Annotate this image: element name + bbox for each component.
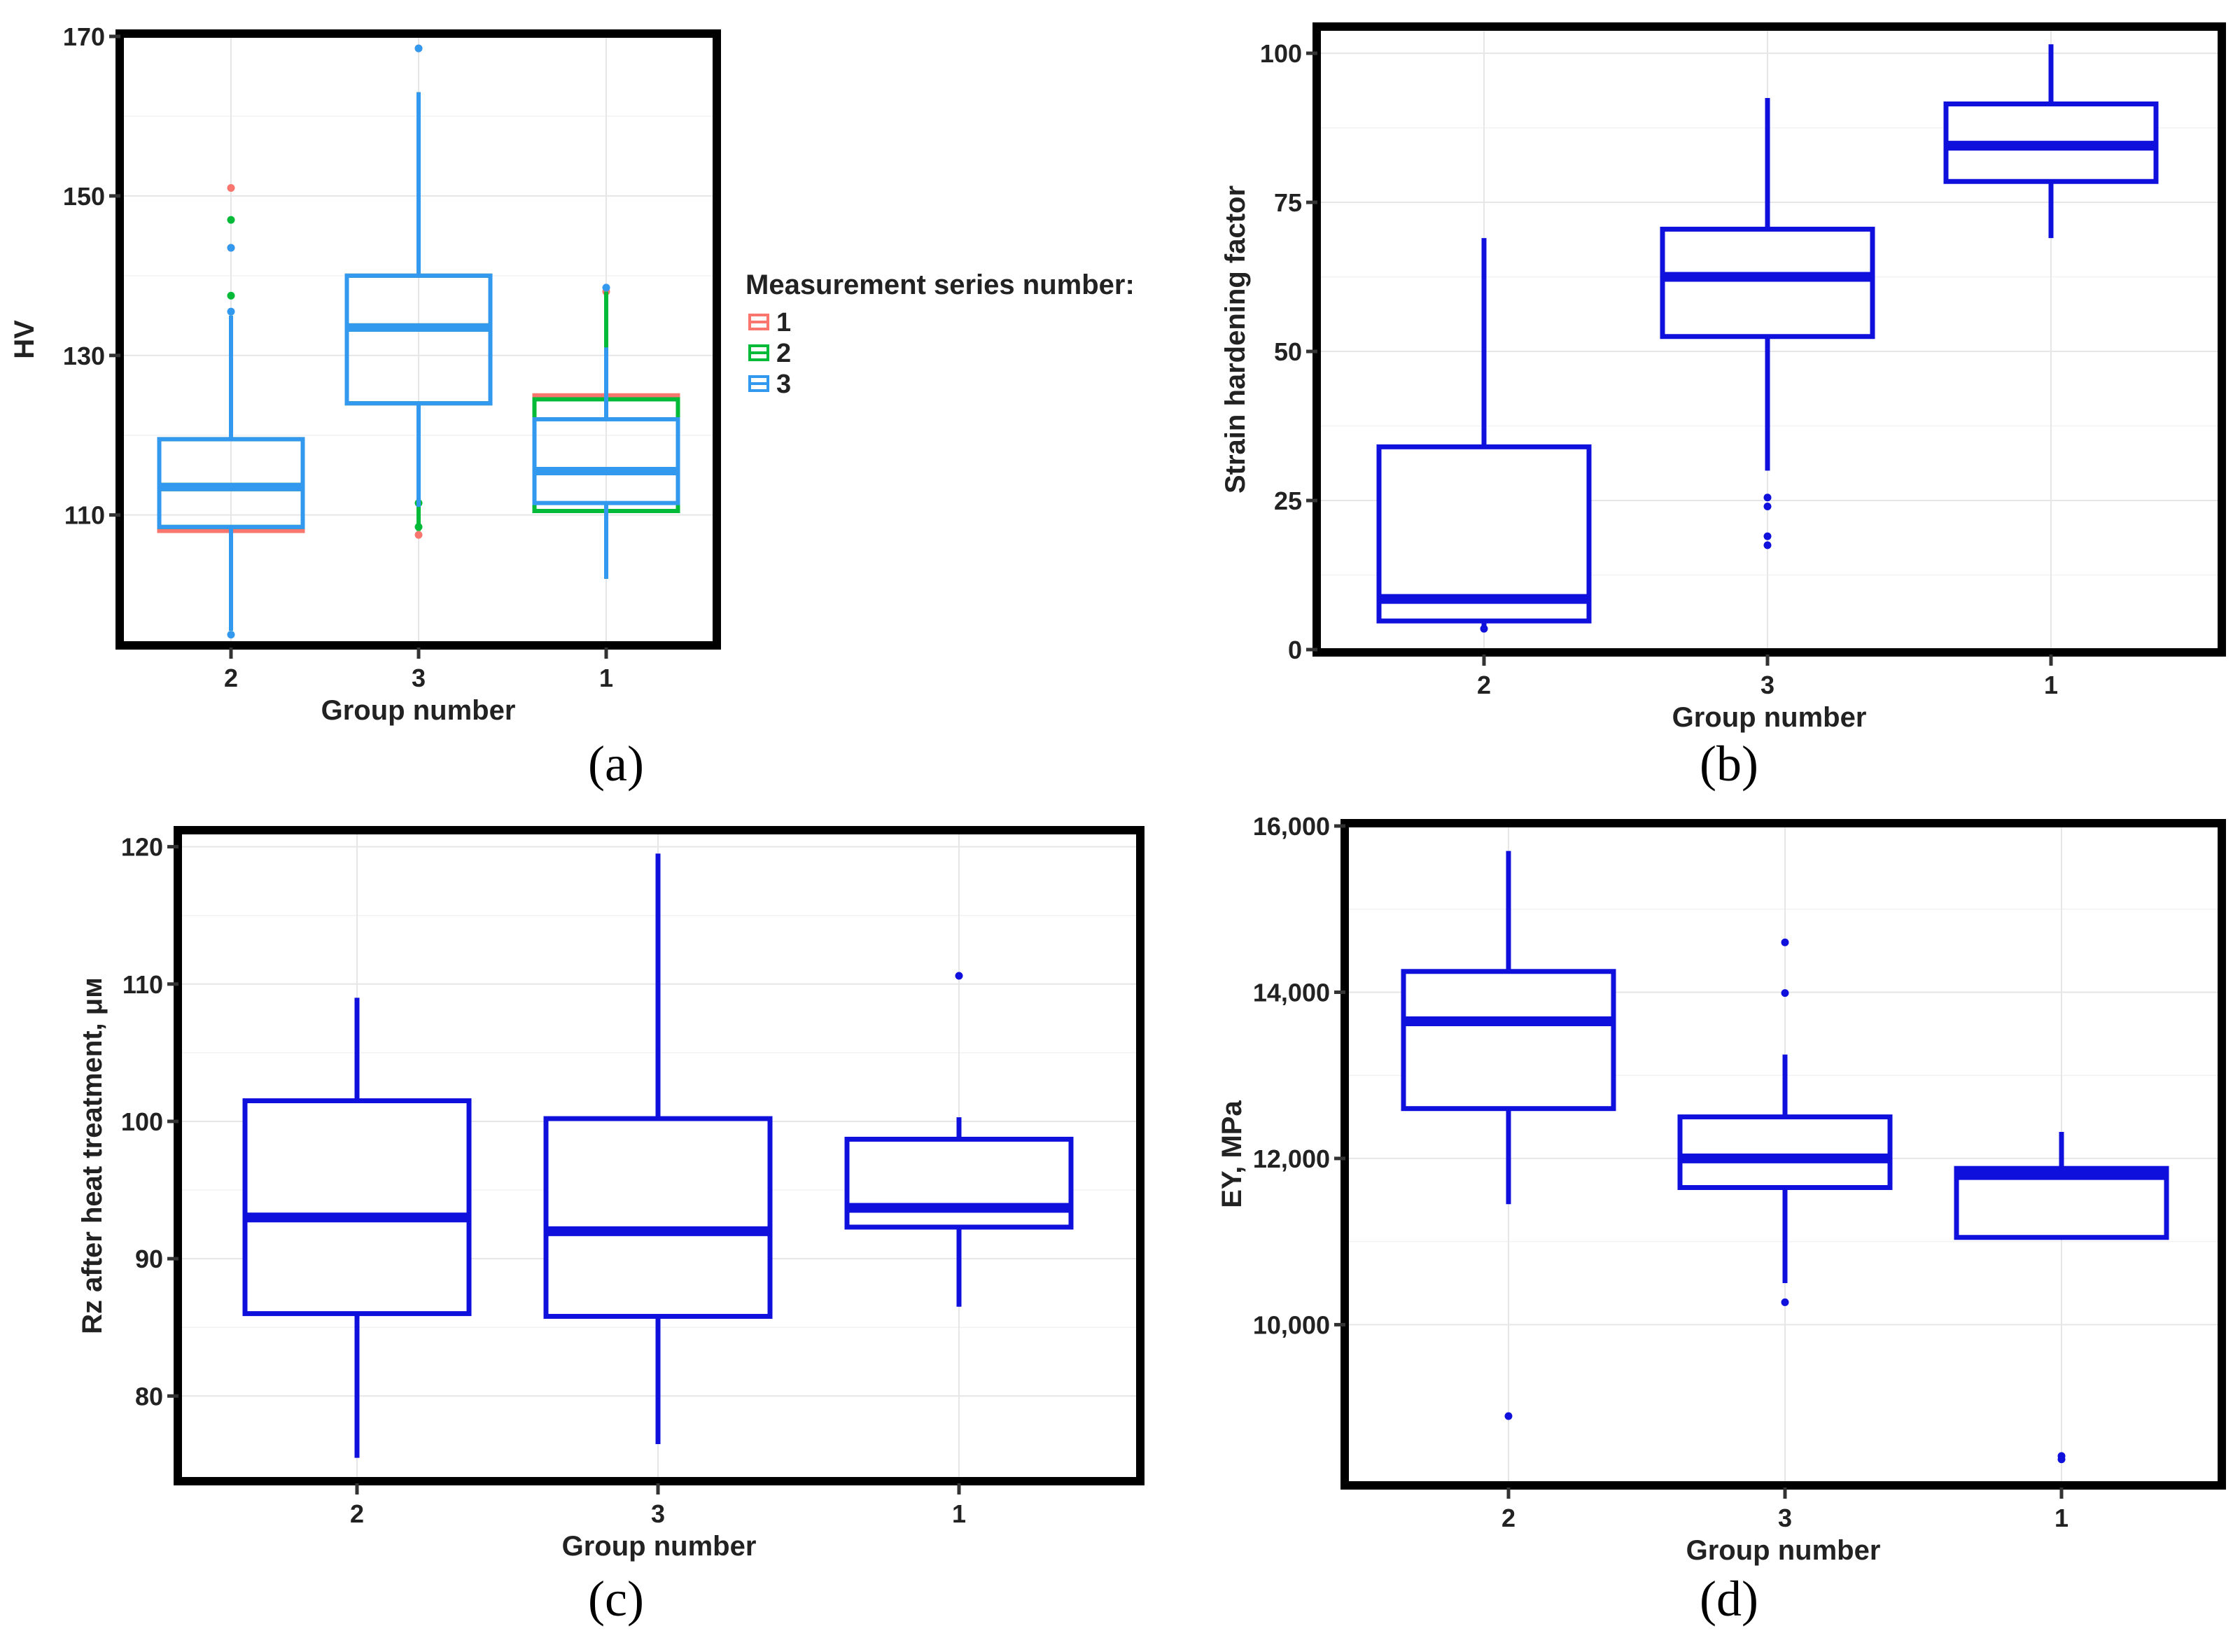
outlier-point: [2057, 1452, 2066, 1460]
outlier-point: [414, 44, 423, 52]
x-tick-label: 3: [412, 664, 426, 692]
box-iqr: [1660, 226, 1875, 340]
x-tick-label: 1: [2054, 1504, 2068, 1532]
y-axis-title: Rz after heat treatment, μм: [77, 977, 108, 1334]
x-tick-label: 3: [651, 1499, 665, 1528]
y-tick-label: 80: [135, 1382, 163, 1410]
y-tick-label: 120: [121, 833, 163, 862]
x-axis-title: Group number: [321, 695, 516, 726]
x-tick-label: 1: [2044, 671, 2058, 699]
legend-entry-label: 3: [776, 370, 791, 399]
x-tick-label: 3: [1760, 671, 1774, 699]
y-tick-label: 130: [63, 342, 105, 370]
y-tick-label: 100: [1260, 39, 1302, 68]
y-tick-label: 0: [1288, 636, 1302, 664]
outlier-point: [414, 523, 423, 531]
y-tick-label: 12,000: [1253, 1144, 1330, 1173]
outlier-point: [602, 284, 610, 292]
legend-entry-label: 2: [776, 339, 791, 368]
y-tick-label: 170: [63, 22, 105, 51]
outlier-point: [1763, 541, 1772, 550]
outlier-point: [1781, 1298, 1789, 1306]
outlier-point: [1763, 503, 1772, 511]
outlier-point: [414, 531, 423, 539]
outlier-point: [1480, 624, 1488, 633]
panel-label: (c): [588, 1571, 644, 1627]
x-tick-label: 2: [350, 1499, 364, 1528]
x-tick-label: 1: [599, 664, 613, 692]
y-tick-label: 75: [1274, 188, 1302, 217]
x-tick-label: 3: [1778, 1504, 1792, 1532]
x-tick-label: 1: [952, 1499, 966, 1528]
outlier-point: [227, 216, 235, 224]
plot-frame: [174, 826, 1144, 1485]
outlier-point: [227, 184, 235, 192]
y-axis-title: HV: [9, 320, 40, 359]
plot-frame: [1340, 819, 2226, 1490]
outlier-point: [1763, 532, 1772, 540]
box-iqr: [532, 416, 680, 505]
chart-panel-b: 0 25 50 75 100 2 3 1 Group number Strain hardenin…: [1220, 22, 2226, 792]
chart-panel-c: 80 90 100 110 120 2 3 1 Group number Rz after hea…: [77, 826, 1144, 1627]
legend-title: Measurement series number:: [746, 270, 1135, 300]
y-tick-label: 100: [121, 1107, 163, 1136]
outlier-point: [1781, 989, 1789, 997]
y-tick-label: 14,000: [1253, 978, 1330, 1007]
y-tick-label: 10,000: [1253, 1310, 1330, 1339]
box-iqr: [344, 273, 493, 406]
outlier-point: [1504, 1412, 1513, 1420]
box-iqr: [1677, 1114, 1893, 1190]
outlier-point: [227, 244, 235, 252]
legend-entry-label: 1: [776, 308, 791, 337]
x-axis-title: Group number: [1686, 1535, 1881, 1566]
y-tick-label: 90: [135, 1245, 163, 1273]
plot-frame: [1312, 22, 2226, 657]
x-axis-title: Group number: [562, 1531, 757, 1562]
x-axis-title: Group number: [1672, 702, 1867, 733]
chart-panel-d: 10,000 12,000 14,000 16,000 2 3 1 Group number E…: [1217, 812, 2226, 1627]
outlier-point: [1781, 938, 1789, 946]
outlier-point: [1763, 493, 1772, 502]
y-axis-title: Strain hardening factor: [1220, 186, 1251, 493]
box-iqr: [1401, 969, 1616, 1112]
y-tick-label: 110: [64, 501, 105, 530]
y-tick-label: 25: [1274, 486, 1302, 515]
panel-label: (d): [1700, 1571, 1758, 1627]
y-tick-label: 150: [63, 182, 105, 211]
box-iqr: [844, 1136, 1074, 1230]
plot-frame: [115, 29, 721, 650]
y-tick-label: 110: [122, 970, 163, 999]
x-tick-label: 2: [1477, 671, 1491, 699]
outlier-point: [227, 291, 235, 300]
y-axis-title: EY, MPa: [1217, 1100, 1247, 1208]
box-iqr: [1376, 444, 1592, 624]
panel-label: (b): [1700, 736, 1758, 792]
y-tick-label: 16,000: [1253, 812, 1330, 841]
outlier-point: [955, 972, 963, 980]
box-iqr: [242, 1098, 472, 1317]
outlier-point: [227, 631, 235, 639]
outlier-point: [227, 307, 235, 316]
x-tick-label: 2: [224, 664, 238, 692]
x-tick-label: 2: [1502, 1504, 1516, 1532]
y-tick-label: 50: [1274, 337, 1302, 366]
box-iqr: [543, 1116, 773, 1320]
panel-label: (a): [588, 736, 644, 792]
